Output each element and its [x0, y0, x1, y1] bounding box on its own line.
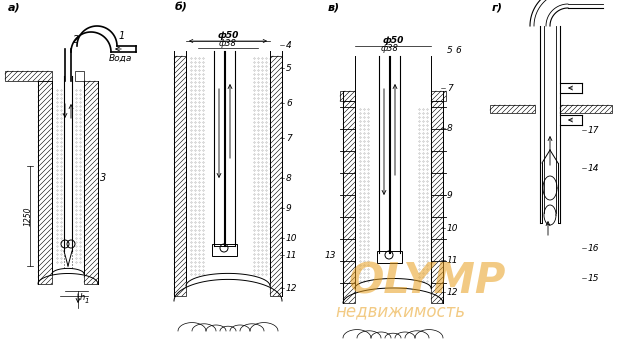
Text: 6: 6 — [286, 99, 292, 108]
Text: 8: 8 — [286, 174, 292, 183]
Bar — [84, 81, 98, 284]
Bar — [174, 56, 186, 296]
Bar — [343, 101, 355, 303]
Bar — [431, 101, 443, 303]
Bar — [38, 81, 52, 284]
Text: OLYMP: OLYMP — [348, 260, 505, 302]
Text: 17: 17 — [588, 126, 600, 135]
Text: 16: 16 — [588, 244, 600, 253]
Bar — [490, 105, 535, 113]
Text: 3: 3 — [100, 173, 106, 183]
Text: Вода: Вода — [109, 54, 132, 63]
Text: 15: 15 — [588, 274, 600, 283]
Text: 7: 7 — [447, 84, 453, 93]
Text: ф38: ф38 — [381, 44, 399, 53]
Bar — [377, 251, 402, 263]
Text: 8: 8 — [447, 124, 453, 133]
Text: 9: 9 — [447, 191, 453, 200]
Text: б): б) — [175, 3, 188, 13]
Text: 11: 11 — [286, 251, 297, 260]
Bar — [75, 71, 84, 81]
Text: 1250: 1250 — [24, 206, 33, 226]
Text: 5: 5 — [447, 46, 453, 55]
Text: h: h — [80, 293, 85, 302]
Bar — [340, 91, 355, 101]
Text: г): г) — [492, 3, 503, 13]
Bar — [431, 91, 446, 101]
Text: 5: 5 — [286, 64, 292, 73]
Bar — [212, 244, 237, 256]
Text: ф50: ф50 — [383, 36, 404, 45]
Text: в): в) — [328, 3, 340, 13]
Text: а): а) — [8, 3, 21, 13]
Text: 6: 6 — [455, 46, 461, 55]
Text: 9: 9 — [286, 204, 292, 213]
Bar — [5, 71, 52, 81]
Text: 1: 1 — [119, 31, 125, 41]
Bar — [270, 56, 282, 296]
Bar — [560, 105, 612, 113]
Text: 11: 11 — [447, 256, 458, 265]
Text: 7: 7 — [286, 134, 292, 143]
Text: 12: 12 — [286, 284, 297, 293]
Text: 1: 1 — [85, 298, 90, 304]
Text: 10: 10 — [286, 234, 297, 243]
Text: 10: 10 — [447, 224, 458, 233]
Text: недвижимость: недвижимость — [335, 302, 465, 320]
Text: 4: 4 — [286, 41, 292, 50]
Text: 2: 2 — [73, 35, 79, 45]
Text: ф38: ф38 — [219, 39, 237, 48]
Text: 14: 14 — [588, 164, 600, 173]
Text: 13: 13 — [325, 251, 337, 260]
Text: ф50: ф50 — [217, 31, 239, 40]
Text: 12: 12 — [447, 288, 458, 297]
